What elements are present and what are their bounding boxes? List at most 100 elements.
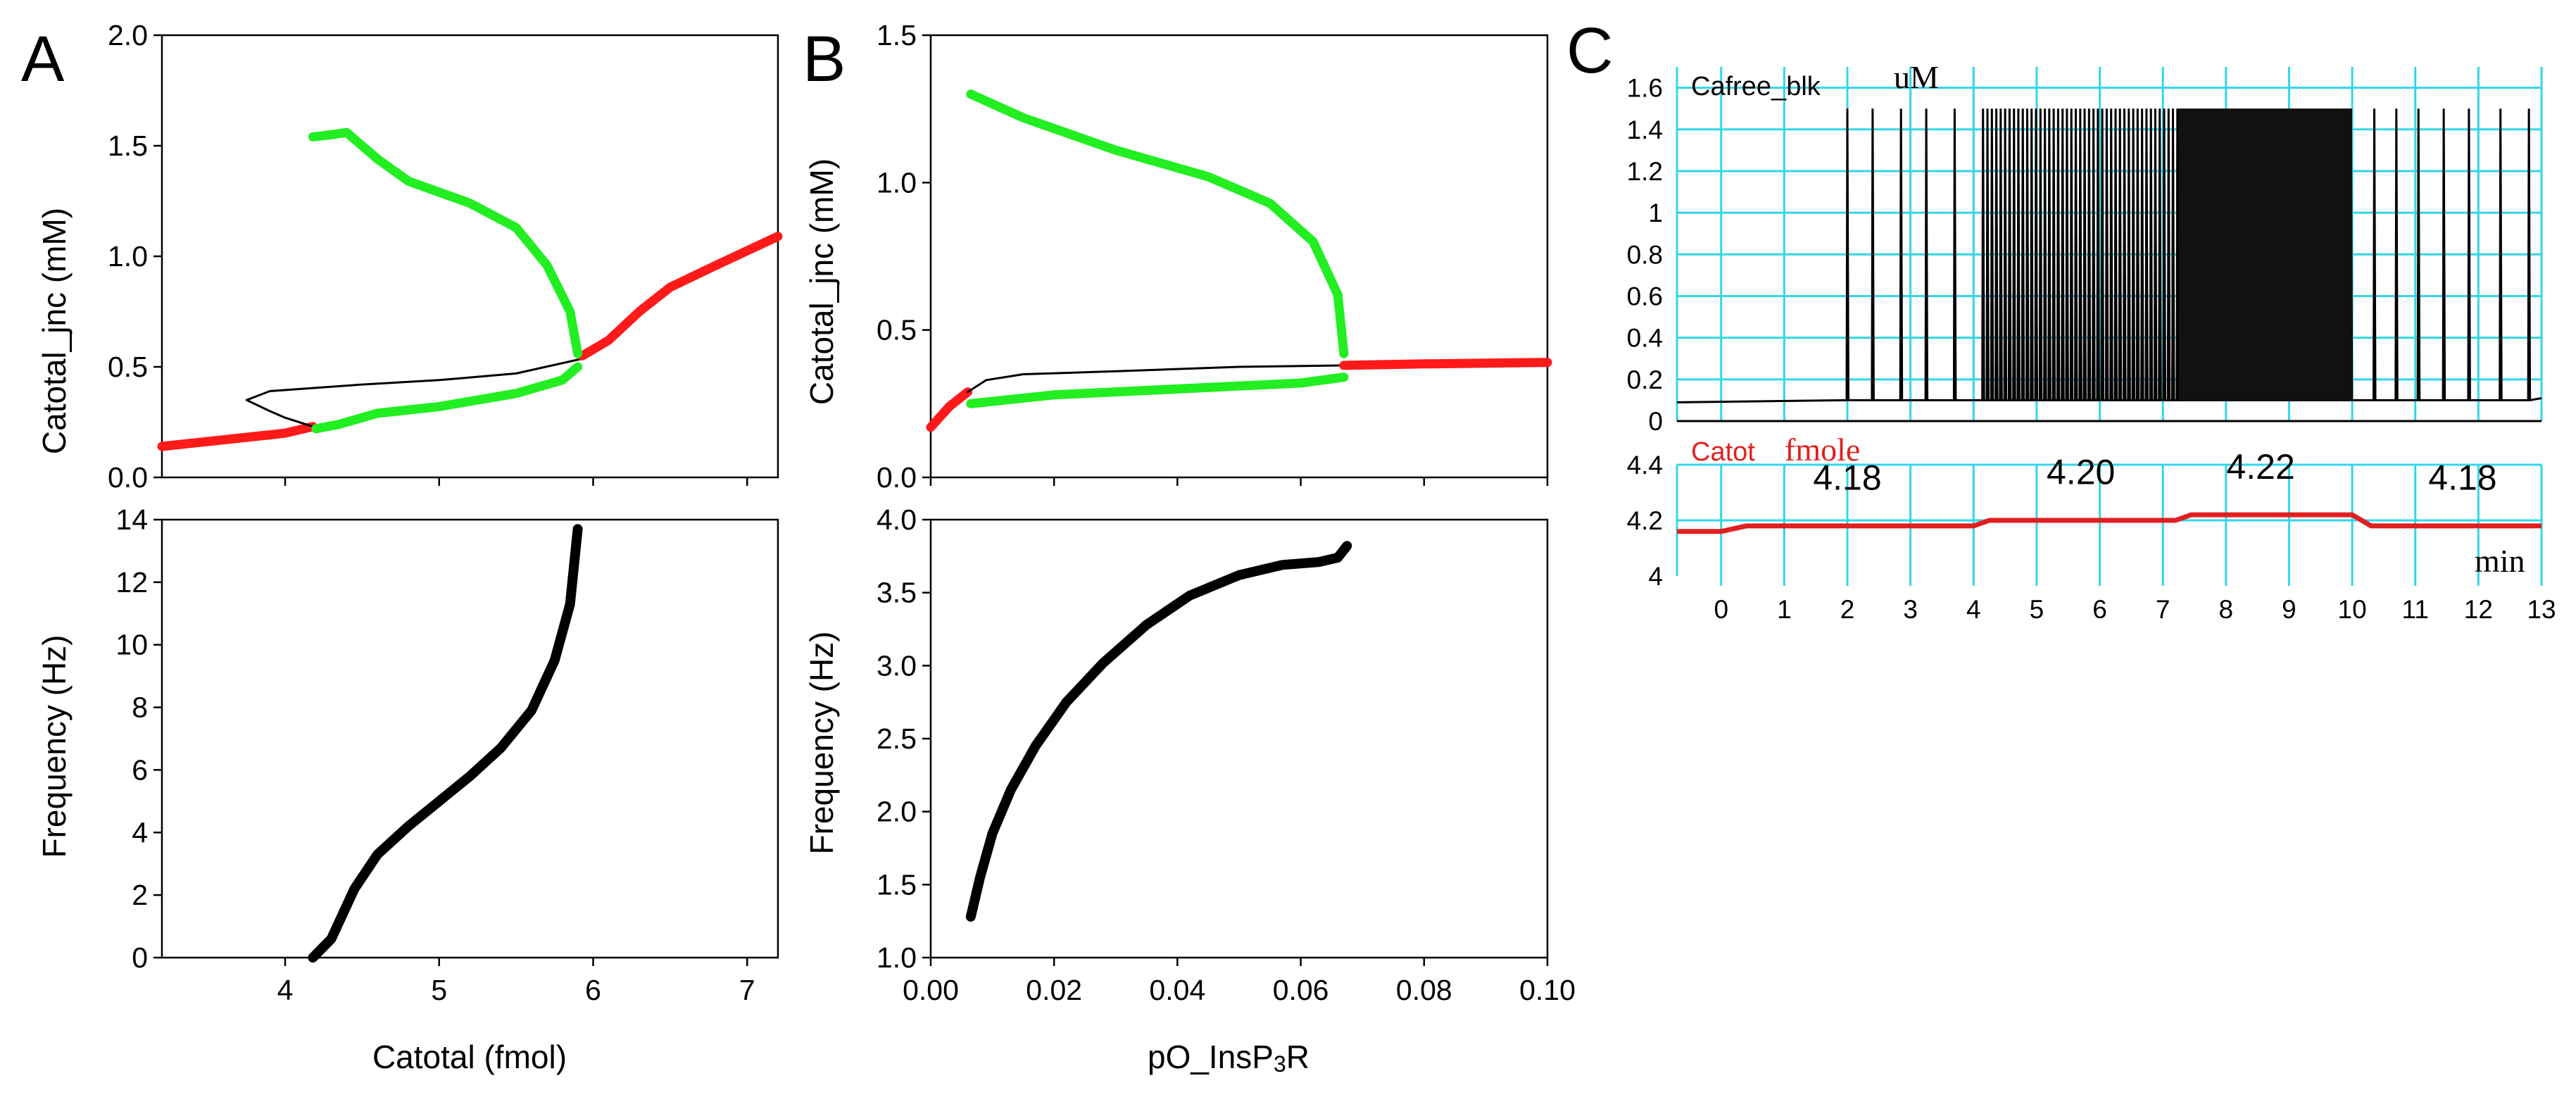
a-top-frame bbox=[161, 34, 779, 479]
a-bottom-ytick-label: 2 bbox=[132, 879, 148, 911]
c-top-ytick-label: 0 bbox=[1648, 407, 1663, 436]
panel-c-bottom-series-name: Catot bbox=[1691, 437, 1755, 467]
c-bottom-xtick-label: 2 bbox=[1840, 595, 1855, 624]
c-top-ytick-label: 1 bbox=[1648, 199, 1663, 227]
c-top-trace bbox=[1676, 108, 2542, 403]
c-bottom-annotation: 4.18 bbox=[1813, 458, 1881, 498]
c-bottom-annotation: 4.20 bbox=[2047, 453, 2115, 492]
b-top-ytick-label: 0.0 bbox=[877, 461, 917, 494]
a-bottom-xtick-label: 5 bbox=[431, 974, 447, 1006]
a-top-ytick-label: 1.5 bbox=[108, 130, 148, 162]
a-bottom-xtick-label: 6 bbox=[585, 974, 601, 1006]
b-top-ytick-label: 1.5 bbox=[877, 19, 917, 51]
a-bottom-ytick-label: 8 bbox=[132, 691, 148, 724]
a-top-series-limit_cycle-min bbox=[311, 362, 583, 434]
c-top-ytick-label: 1.2 bbox=[1627, 157, 1663, 186]
a-bottom-xtick-label: 7 bbox=[739, 974, 755, 1006]
a-top-ytick-label: 0.0 bbox=[108, 461, 148, 494]
b-bottom-xtick-label: 0.02 bbox=[1026, 974, 1082, 1006]
c-bottom-xtick-label: 12 bbox=[2464, 595, 2493, 624]
c-bottom-xtick-label: 5 bbox=[2030, 595, 2044, 624]
a-top-ytick-label: 1.0 bbox=[108, 240, 148, 272]
c-bottom-xtick-label: 9 bbox=[2282, 595, 2297, 624]
a-bottom-ytick-label: 0 bbox=[132, 941, 148, 974]
c-bottom-trace bbox=[1677, 512, 2542, 534]
panel-a-bottom-ylabel: Frequency (Hz) bbox=[36, 635, 73, 858]
b-bottom-ytick-label: 1.0 bbox=[877, 941, 917, 974]
panel-a-top-chart: 0.0 0.5 1.0 1.5 2.0 bbox=[108, 19, 783, 494]
b-bottom-xtick-label: 0.08 bbox=[1396, 974, 1452, 1006]
panel-a-top-ylabel: Catotal_jnc (mM) bbox=[36, 208, 73, 454]
panel-a-xlabel: Catotal (fmol) bbox=[372, 1039, 567, 1075]
a-bottom-ytick-label: 6 bbox=[132, 753, 148, 786]
c-top-ytick-label: 1.6 bbox=[1627, 74, 1663, 103]
b-top-series-stable bbox=[1339, 358, 1552, 370]
a-top-series-stable bbox=[157, 422, 318, 451]
a-top-series-stable bbox=[577, 232, 783, 361]
a-top-ytick-label: 2.0 bbox=[108, 19, 148, 51]
a-bottom-ytick-label: 4 bbox=[132, 816, 148, 848]
c-bottom-xtick-label: 1 bbox=[1777, 595, 1792, 624]
panel-b-bottom-ylabel: Frequency (Hz) bbox=[803, 632, 840, 855]
c-bottom-xtick-label: 7 bbox=[2156, 595, 2170, 624]
a-top-series-unstable bbox=[245, 356, 587, 428]
c-bottom-xtick-label: 0 bbox=[1714, 595, 1728, 624]
c-bottom-xtick-label: 8 bbox=[2219, 595, 2234, 624]
c-top-ytick-label: 0.4 bbox=[1627, 324, 1663, 353]
b-bottom-ytick-label: 1.5 bbox=[877, 868, 917, 901]
c-bottom-xtick-label: 6 bbox=[2092, 595, 2107, 624]
c-top-ytick-label: 0.8 bbox=[1627, 240, 1663, 269]
a-bottom-xtick-label: 4 bbox=[277, 974, 294, 1006]
panel-label-c: C bbox=[1566, 15, 1613, 87]
b-top-ytick-label: 1.0 bbox=[877, 166, 917, 199]
c-bottom-xtick-label: 10 bbox=[2338, 595, 2367, 624]
b-bottom-ytick-label: 4.0 bbox=[877, 503, 917, 536]
b-top-frame bbox=[929, 34, 1549, 479]
panel-c-bottom-chart: 44.24.40 1 2 3 4 5 6 7 8 9 10 11 12 134.18 4.20 4.22 4.1… bbox=[1627, 447, 2556, 624]
b-top-ytick-label: 0.5 bbox=[877, 314, 917, 346]
panel-label-a: A bbox=[21, 23, 65, 95]
a-bottom-ytick-label: 10 bbox=[115, 629, 148, 661]
b-bottom-xtick-label: 0.10 bbox=[1519, 974, 1576, 1006]
panel-c-top-unit: uM bbox=[1894, 59, 1939, 95]
a-top-series-limit_cycle-max bbox=[308, 127, 583, 358]
b-bottom-ytick-label: 3.5 bbox=[877, 577, 917, 609]
c-top-ytick-label: 0.2 bbox=[1627, 365, 1663, 394]
c-top-dense-block bbox=[2178, 108, 2353, 401]
b-bottom-ytick-label: 2.5 bbox=[877, 722, 917, 755]
b-bottom-ytick-label: 2.0 bbox=[877, 796, 917, 828]
b-top-series-limit_cycle-max bbox=[966, 89, 1349, 358]
panel-c-top-series-name: Cafree_blk bbox=[1691, 72, 1821, 101]
c-bottom-xtick-label: 13 bbox=[2527, 595, 2556, 624]
panel-a-bottom-chart: 0 2 4 6 8 10 12 14 4 5 6 7 bbox=[115, 503, 779, 1006]
b-top-series-stable bbox=[926, 387, 973, 432]
c-bottom-xtick-label: 3 bbox=[1903, 595, 1918, 624]
panel-b-xlabel: pO_InsP3R bbox=[1148, 1039, 1309, 1077]
panel-c-bottom-unit: fmole bbox=[1785, 432, 1860, 468]
b-bottom-ytick-label: 3.0 bbox=[877, 649, 917, 682]
a-top-ytick-label: 0.5 bbox=[108, 351, 148, 383]
c-bottom-annotation: 4.22 bbox=[2226, 447, 2294, 487]
b-bottom-xtick-label: 0.00 bbox=[903, 974, 959, 1006]
c-bottom-annotation: 4.18 bbox=[2428, 458, 2496, 498]
panel-b-top-ylabel: Catotal_jnc (mM) bbox=[803, 158, 840, 405]
panel-label-b: B bbox=[803, 23, 846, 95]
b-top-series-unstable bbox=[967, 364, 1345, 394]
panel-b-top-chart: 0.0 0.5 1.0 1.5 bbox=[877, 19, 1552, 494]
b-bottom-frame bbox=[929, 518, 1549, 959]
b-bottom-series-frequency bbox=[965, 541, 1352, 922]
panel-c-xlabel: min bbox=[2475, 543, 2525, 579]
b-top-series-limit_cycle-min bbox=[966, 372, 1349, 408]
c-bottom-xtick-label: 11 bbox=[2402, 595, 2429, 624]
c-top-ytick-label: 1.4 bbox=[1627, 115, 1663, 144]
c-top-ytick-label: 0.6 bbox=[1627, 282, 1663, 311]
c-bottom-ytick-label: 4.4 bbox=[1627, 451, 1663, 480]
panel-c-top-chart: 0 0.2 0.4 0.6 0.8 1 1.2 1.4 1.6 bbox=[1627, 67, 2543, 436]
a-bottom-series-frequency bbox=[308, 524, 583, 963]
b-bottom-xtick-label: 0.06 bbox=[1273, 974, 1329, 1006]
a-bottom-ytick-label: 12 bbox=[115, 566, 148, 599]
a-bottom-frame bbox=[161, 518, 779, 959]
c-bottom-xtick-label: 4 bbox=[1966, 595, 1981, 624]
c-bottom-ytick-label: 4.2 bbox=[1627, 506, 1663, 535]
panel-b-bottom-chart: 1.0 1.5 2.0 2.5 3.0 3.5 4.0 0.00 0.02 0.04 0.06 0.0… bbox=[877, 503, 1576, 1006]
